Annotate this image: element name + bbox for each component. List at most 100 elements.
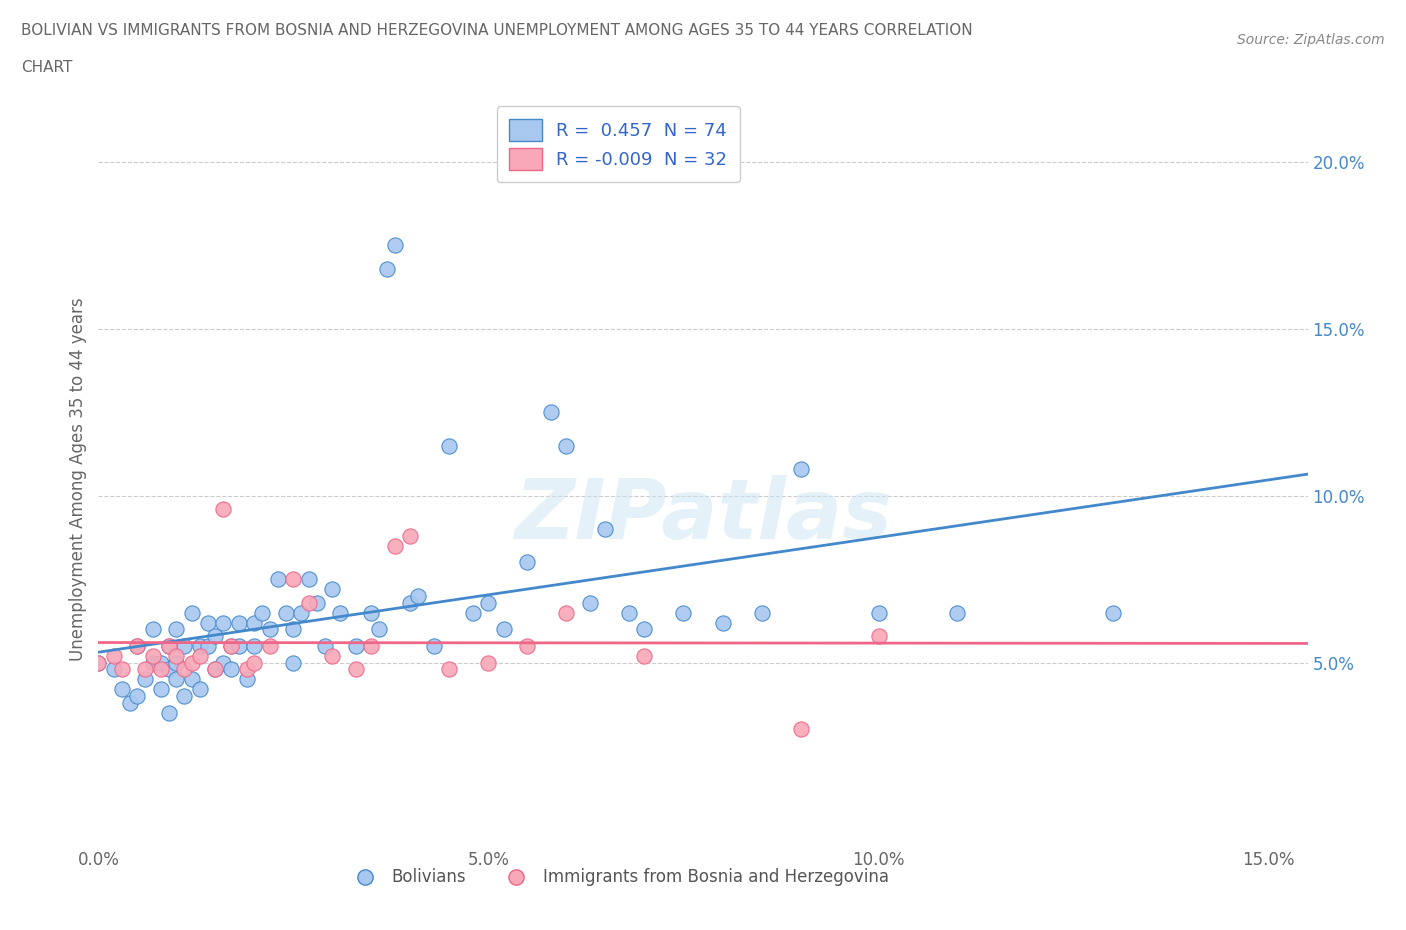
Point bbox=[243, 639, 266, 654]
Point bbox=[399, 595, 422, 610]
Point bbox=[127, 688, 149, 703]
Point bbox=[516, 555, 538, 570]
Point bbox=[259, 639, 281, 654]
Point bbox=[157, 705, 180, 720]
Point bbox=[212, 615, 235, 630]
Point bbox=[595, 522, 617, 537]
Point bbox=[219, 662, 242, 677]
Point bbox=[329, 605, 352, 620]
Point bbox=[142, 656, 165, 671]
Point bbox=[165, 656, 187, 671]
Point bbox=[212, 656, 235, 671]
Point bbox=[344, 639, 367, 654]
Point bbox=[149, 662, 172, 677]
Point bbox=[188, 648, 211, 663]
Point bbox=[157, 639, 180, 654]
Y-axis label: Unemployment Among Ages 35 to 44 years: Unemployment Among Ages 35 to 44 years bbox=[69, 298, 87, 660]
Point bbox=[173, 688, 195, 703]
Point bbox=[516, 639, 538, 654]
Point bbox=[197, 639, 219, 654]
Point bbox=[267, 572, 290, 587]
Point bbox=[181, 605, 204, 620]
Text: BOLIVIAN VS IMMIGRANTS FROM BOSNIA AND HERZEGOVINA UNEMPLOYMENT AMONG AGES 35 TO: BOLIVIAN VS IMMIGRANTS FROM BOSNIA AND H… bbox=[21, 23, 973, 38]
Point bbox=[142, 648, 165, 663]
Point bbox=[283, 572, 305, 587]
Point bbox=[321, 648, 343, 663]
Point bbox=[243, 656, 266, 671]
Point bbox=[751, 605, 773, 620]
Point bbox=[197, 615, 219, 630]
Point bbox=[212, 501, 235, 516]
Point bbox=[235, 662, 257, 677]
Point bbox=[181, 656, 204, 671]
Point bbox=[375, 261, 398, 276]
Point bbox=[219, 639, 242, 654]
Point bbox=[127, 639, 149, 654]
Point bbox=[149, 656, 172, 671]
Point bbox=[149, 682, 172, 697]
Point bbox=[384, 238, 406, 253]
Point bbox=[157, 662, 180, 677]
Point bbox=[235, 671, 257, 686]
Point bbox=[283, 622, 305, 637]
Point bbox=[134, 671, 156, 686]
Text: ZIPatlas: ZIPatlas bbox=[515, 475, 891, 556]
Point bbox=[274, 605, 297, 620]
Point bbox=[298, 572, 321, 587]
Point bbox=[399, 528, 422, 543]
Point bbox=[477, 656, 499, 671]
Point bbox=[633, 648, 655, 663]
Point bbox=[494, 622, 516, 637]
Point bbox=[142, 622, 165, 637]
Point bbox=[204, 662, 226, 677]
Point bbox=[789, 461, 811, 476]
Text: CHART: CHART bbox=[21, 60, 73, 75]
Point bbox=[188, 682, 211, 697]
Point bbox=[165, 622, 187, 637]
Point bbox=[868, 605, 890, 620]
Point bbox=[555, 605, 578, 620]
Point bbox=[103, 662, 125, 677]
Point bbox=[204, 662, 226, 677]
Point bbox=[439, 438, 461, 453]
Point bbox=[219, 639, 242, 654]
Point bbox=[868, 629, 890, 644]
Point bbox=[188, 639, 211, 654]
Point bbox=[555, 438, 578, 453]
Point bbox=[344, 662, 367, 677]
Point bbox=[360, 639, 382, 654]
Point bbox=[314, 639, 336, 654]
Legend: Bolivians, Immigrants from Bosnia and Herzegovina: Bolivians, Immigrants from Bosnia and He… bbox=[342, 862, 896, 893]
Point bbox=[228, 615, 250, 630]
Point bbox=[368, 622, 391, 637]
Point bbox=[87, 656, 110, 671]
Point bbox=[283, 656, 305, 671]
Point bbox=[173, 662, 195, 677]
Point bbox=[384, 538, 406, 553]
Point bbox=[540, 405, 562, 419]
Point bbox=[204, 629, 226, 644]
Point bbox=[298, 595, 321, 610]
Point bbox=[259, 622, 281, 637]
Point bbox=[1101, 605, 1123, 620]
Point bbox=[423, 639, 446, 654]
Point bbox=[173, 639, 195, 654]
Point bbox=[789, 722, 811, 737]
Text: Source: ZipAtlas.com: Source: ZipAtlas.com bbox=[1237, 33, 1385, 46]
Point bbox=[579, 595, 602, 610]
Point bbox=[439, 662, 461, 677]
Point bbox=[165, 648, 187, 663]
Point bbox=[945, 605, 967, 620]
Point bbox=[617, 605, 640, 620]
Point bbox=[461, 605, 484, 620]
Point bbox=[118, 696, 141, 711]
Point bbox=[103, 648, 125, 663]
Point bbox=[360, 605, 382, 620]
Point bbox=[290, 605, 312, 620]
Point bbox=[127, 639, 149, 654]
Point bbox=[157, 639, 180, 654]
Point bbox=[321, 582, 343, 597]
Point bbox=[228, 639, 250, 654]
Point bbox=[477, 595, 499, 610]
Point bbox=[87, 656, 110, 671]
